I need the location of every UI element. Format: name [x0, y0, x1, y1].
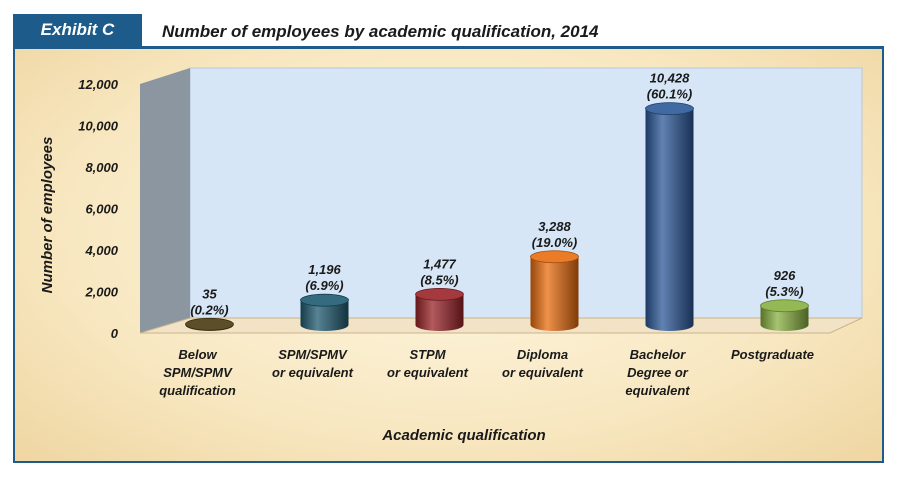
y-tick-label: 8,000 [85, 160, 118, 175]
data-label: 1,477 [423, 256, 456, 271]
bar-body [415, 294, 464, 331]
bar-body [645, 108, 694, 331]
header-rule [13, 46, 884, 49]
x-axis-title: Academic qualification [381, 427, 545, 444]
y-tick-label: 4,000 [84, 243, 118, 258]
bar-top [415, 287, 464, 301]
data-label: 35 [202, 286, 217, 301]
bars [185, 102, 809, 331]
data-labels: 35(0.2%) 1,196(6.9%) 1,477(8.5%) 3,288(19.0… [190, 71, 803, 318]
bar [645, 102, 694, 331]
exhibit-tag: Exhibit C [13, 14, 142, 46]
x-category-label: qualification [159, 383, 236, 398]
x-category-label: Degree or [627, 365, 689, 380]
x-category-label: Postgraduate [731, 347, 814, 362]
data-label: 1,196 [308, 262, 341, 277]
bar-top [760, 299, 809, 313]
y-tick-label: 0 [111, 326, 119, 341]
bar [300, 293, 349, 331]
bar-body [300, 300, 349, 331]
y-axis-title: Number of employees [39, 137, 56, 294]
bar-top [185, 317, 234, 331]
data-label: (5.3%) [765, 284, 803, 299]
x-category-label: SPM/SPMV [278, 347, 348, 362]
bar-top [645, 102, 694, 116]
x-category-label: Bachelor [630, 347, 687, 362]
plot-left-wall [140, 68, 190, 333]
bar-top [530, 250, 579, 264]
bar [530, 250, 579, 331]
x-category-label: STPM [409, 347, 446, 362]
x-category-label: Below [178, 347, 217, 362]
data-label: (0.2%) [190, 302, 228, 317]
chart-walls [139, 67, 863, 334]
x-category-label: SPM/SPMV [163, 365, 233, 380]
y-tick-label: 6,000 [85, 202, 118, 217]
y-axis: 0 2,000 4,000 6,000 8,000 10,000 12,000 [78, 77, 119, 341]
data-label: 926 [774, 268, 796, 283]
x-category-label: or equivalent [387, 365, 469, 380]
bar-body [530, 256, 579, 331]
x-axis: Below SPM/SPMV qualification SPM/SPMV or equ… [159, 347, 814, 398]
y-tick-label: 2,000 [84, 285, 118, 300]
bar-body [760, 305, 809, 331]
data-label: 3,288 [538, 219, 571, 234]
y-tick-label: 10,000 [78, 119, 119, 134]
x-category-label: or equivalent [502, 365, 584, 380]
data-label: 10,428 [650, 71, 691, 86]
x-category-label: Diploma [517, 347, 568, 362]
x-category-label: equivalent [625, 383, 690, 398]
data-label: (60.1%) [647, 87, 693, 102]
bar [415, 287, 464, 331]
data-label: (6.9%) [305, 278, 343, 293]
data-label: (19.0%) [532, 235, 578, 250]
x-category-label: or equivalent [272, 365, 354, 380]
bar [185, 317, 234, 331]
bar-top [300, 293, 349, 307]
bar [760, 299, 809, 331]
y-tick-label: 12,000 [78, 77, 119, 92]
plot-back-wall [189, 67, 863, 319]
page-title: Number of employees by academic qualific… [162, 22, 599, 41]
plot-floor [139, 317, 863, 334]
data-label: (8.5%) [420, 272, 458, 287]
